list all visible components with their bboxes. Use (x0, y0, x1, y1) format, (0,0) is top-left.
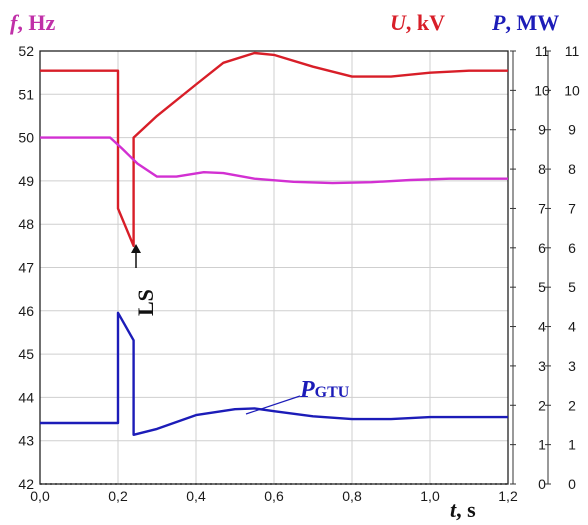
u-tick-label: 4 (538, 319, 546, 335)
f-tick-label: 50 (18, 130, 34, 146)
x-tick-label: 0,0 (30, 488, 50, 504)
f-axis-title: f, Hz (10, 10, 55, 35)
u-tick-label: 8 (538, 161, 546, 177)
x-tick-label: 0,6 (264, 488, 284, 504)
p-tick-label: 8 (568, 161, 576, 177)
u-tick-label: 6 (538, 240, 546, 256)
pgtu-annotation: PGTU (245, 377, 350, 415)
p-tick-label: 3 (568, 358, 576, 374)
series-f-line (40, 136, 508, 185)
u-tick-label: 0 (538, 476, 546, 492)
x-tick-label: 1,2 (498, 488, 518, 504)
f-tick-label: 46 (18, 303, 34, 319)
plot-frame (39, 50, 509, 485)
u-tick-label: 11 (535, 43, 550, 59)
f-tick-label: 43 (18, 433, 34, 449)
x-tick-label: 0,4 (186, 488, 206, 504)
f-tick-label: 51 (18, 86, 34, 102)
series-layer (40, 51, 508, 436)
ls-annotation: LS (131, 244, 158, 316)
u-tick-label: 3 (538, 358, 546, 374)
x-axis-title: t, s (450, 497, 476, 522)
ls-arrowhead (131, 244, 141, 253)
x-tick-label: 0,2 (108, 488, 128, 504)
p-tick-label: 2 (568, 397, 576, 413)
p-tick-label: 10 (564, 82, 580, 98)
ls-label: LS (133, 289, 158, 316)
p-tick-label: 7 (568, 200, 576, 216)
u-tick-label: 7 (538, 200, 546, 216)
p-tick-label: 9 (568, 122, 576, 138)
u-tick-label: 2 (538, 397, 546, 413)
series-u-line (40, 51, 508, 248)
p-tick-label: 6 (568, 240, 576, 256)
u-tick-label: 5 (538, 279, 546, 295)
u-tick-label: 9 (538, 122, 546, 138)
f-tick-label: 48 (18, 216, 34, 232)
p-tick-label: 5 (568, 279, 576, 295)
p-tick-label: 1 (568, 437, 576, 453)
x-tick-label: 0,8 (342, 488, 362, 504)
f-tick-label: 44 (18, 389, 34, 405)
tick-labels: 0,0 0,2 0,4 0,6 0,8 1,0 1,24243444546474849505… (18, 43, 580, 504)
series-p-line (40, 311, 508, 436)
p-tick-label: 0 (568, 476, 576, 492)
u-tick-label: 1 (538, 437, 546, 453)
f-tick-label: 52 (18, 43, 34, 59)
f-tick-label: 49 (18, 173, 34, 189)
grid (40, 51, 508, 485)
p-tick-label: 11 (565, 43, 580, 59)
p-tick-label: 4 (568, 319, 576, 335)
f-tick-label: 45 (18, 346, 34, 362)
f-tick-label: 47 (18, 260, 34, 276)
x-tick-label: 1,0 (420, 488, 440, 504)
p-axis-title: P, MW (491, 10, 559, 35)
u-axis-title: U, kV (390, 10, 445, 35)
pgtu-leader (245, 395, 301, 415)
u-tick-label: 10 (534, 82, 550, 98)
pgtu-label: PGTU (299, 377, 350, 403)
f-tick-label: 42 (18, 476, 34, 492)
